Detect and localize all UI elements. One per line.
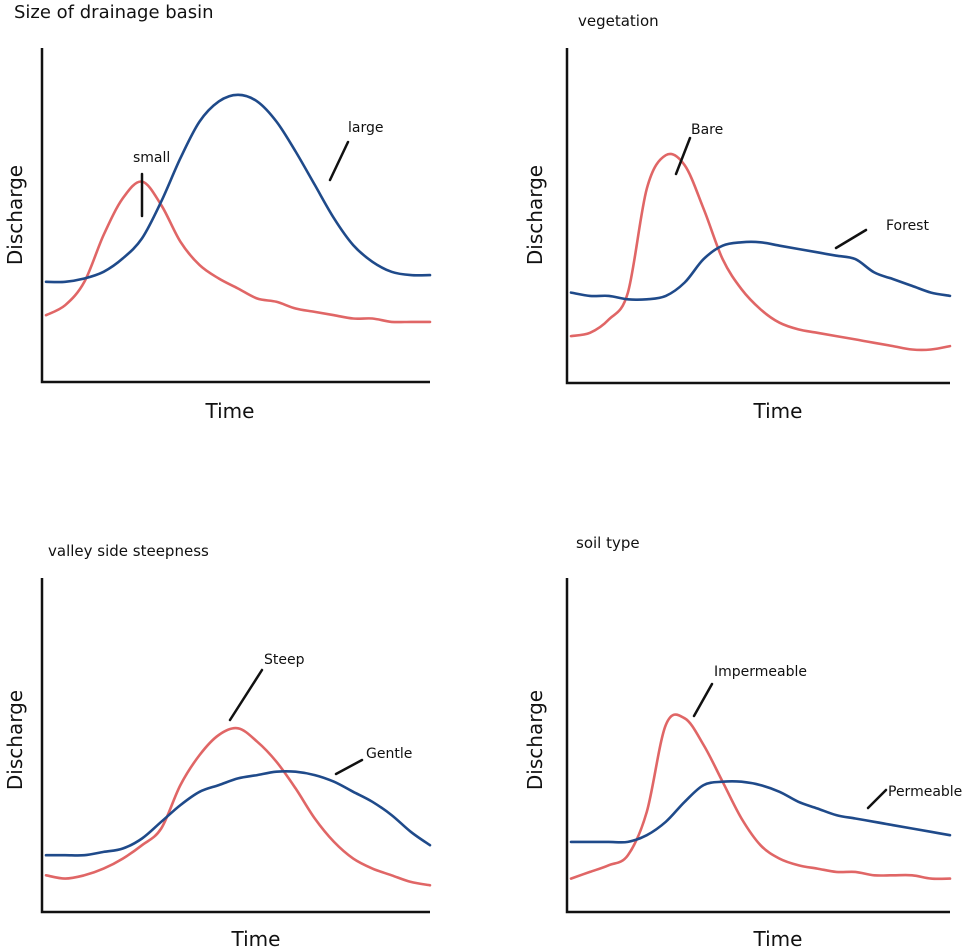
series-label-steep: Steep — [264, 652, 305, 668]
series-line-impermeable — [569, 713, 952, 881]
panel-title: soil type — [576, 534, 640, 552]
series-label-forest: Forest — [886, 218, 929, 234]
panel-vegetation: vegetation Time Discharge Bare Forest — [523, 12, 952, 423]
series-line-large — [44, 93, 432, 284]
axes — [40, 578, 430, 914]
series-label-large: large — [348, 120, 383, 136]
series-label-permeable: Permeable — [888, 784, 962, 800]
panel-drainage-basin: Size of drainage basin Time Discharge sm… — [3, 2, 432, 423]
series-line-forest — [569, 240, 952, 301]
series-label-impermeable: Impermeable — [714, 664, 807, 680]
x-axis-label: Time — [753, 927, 803, 951]
y-axis-label: Discharge — [523, 165, 547, 265]
series-label-gentle: Gentle — [366, 746, 412, 762]
series-line-permeable — [569, 780, 952, 844]
leader-line-gentle — [334, 758, 364, 776]
series-label-bare: Bare — [691, 122, 723, 138]
leader-line-bare — [674, 136, 692, 176]
axes — [565, 578, 950, 914]
panel-soil-type: soil type Time Discharge Impermeable Per… — [523, 534, 962, 951]
leader-line-forest — [834, 228, 868, 250]
series-line-steep — [44, 726, 432, 887]
leader-line-permeable — [866, 788, 888, 810]
series-line-small — [44, 180, 432, 324]
x-axis-label: Time — [231, 927, 281, 951]
x-axis-label: Time — [205, 399, 255, 423]
series-label-small: small — [133, 150, 170, 166]
series-line-bare — [569, 152, 952, 352]
panel-title: Size of drainage basin — [14, 2, 214, 23]
y-axis-label: Discharge — [523, 690, 547, 790]
leader-line-impermeable — [692, 682, 714, 718]
leader-line-steep — [228, 668, 264, 722]
axes — [40, 48, 430, 384]
panel-valley-steepness: valley side steepness Time Discharge Ste… — [3, 542, 432, 951]
panel-title: valley side steepness — [48, 542, 209, 560]
y-axis-label: Discharge — [3, 690, 27, 790]
axes — [565, 48, 950, 385]
series-line-gentle — [44, 770, 432, 857]
panel-title: vegetation — [578, 12, 659, 30]
leader-line-large — [328, 140, 350, 182]
y-axis-label: Discharge — [3, 165, 27, 265]
x-axis-label: Time — [753, 399, 803, 423]
